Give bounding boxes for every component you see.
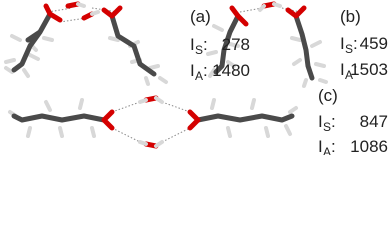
intensity-symbol: I (340, 34, 345, 53)
intensity-value: 1086 (350, 137, 388, 155)
intensity-symbol: I (340, 60, 345, 79)
intensity-symbol: I (318, 137, 323, 155)
intensity-value: 1480 (212, 61, 250, 80)
colon: : (353, 60, 358, 79)
intensity-value: 459 (360, 34, 388, 53)
intensity-subscript: S (345, 42, 353, 56)
intensity-subscript: S (323, 120, 331, 134)
colon: : (203, 35, 208, 54)
intensity-value: 847 (360, 112, 388, 131)
molecule-c (8, 95, 298, 149)
intensity-value: 278 (222, 35, 250, 54)
panel-label: (b) (340, 7, 361, 26)
intensity-subscript: S (195, 43, 203, 57)
intensity-symbol: I (190, 61, 195, 80)
molecule-a (4, 1, 168, 86)
intensity-value: 1503 (350, 60, 388, 79)
colon: : (331, 137, 336, 155)
colon: : (203, 61, 208, 80)
molecule-b (206, 1, 328, 88)
intensity-symbol: I (318, 112, 323, 131)
intensity-symbol: I (190, 35, 195, 54)
intensity-subscript: A (195, 69, 203, 83)
panel-label: (c) (318, 86, 338, 105)
intensity-subscript: A (323, 145, 331, 155)
intensity-subscript: A (345, 68, 353, 82)
colon: : (353, 34, 358, 53)
colon: : (331, 112, 336, 131)
panel-label: (a) (190, 7, 211, 26)
